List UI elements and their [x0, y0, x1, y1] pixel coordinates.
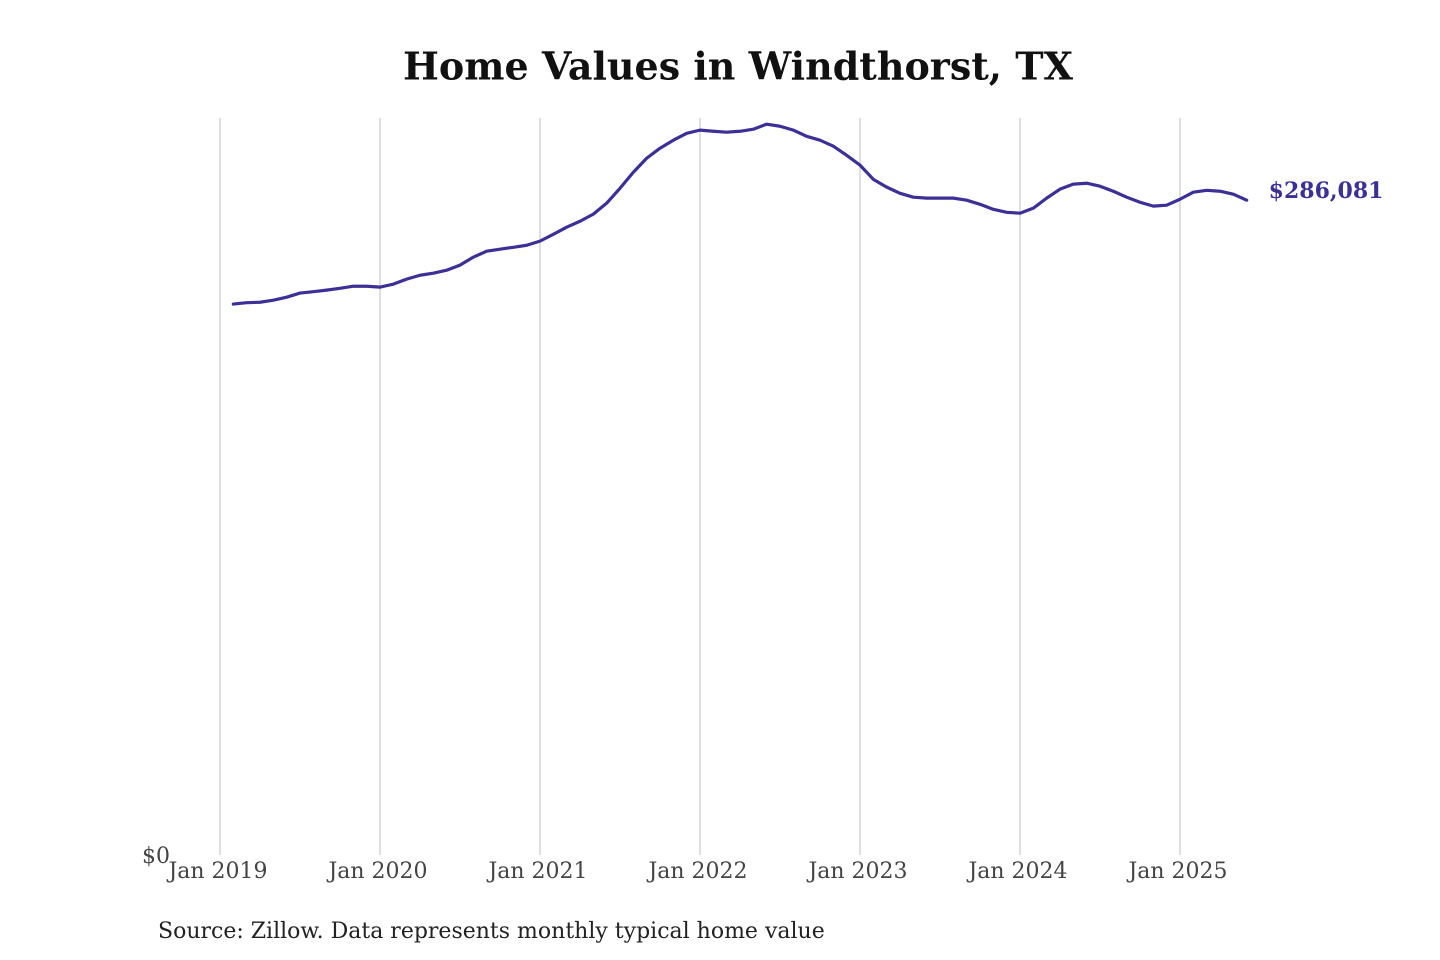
chart-title: Home Values in Windthorst, TX: [403, 44, 1074, 89]
x-tick-label: Jan 2025: [1126, 859, 1227, 884]
x-tick-label: Jan 2020: [326, 859, 427, 884]
x-tick-label: Jan 2019: [166, 859, 267, 884]
x-tick-label: Jan 2022: [646, 859, 747, 884]
x-tick-label: Jan 2024: [966, 859, 1067, 884]
x-tick-label: Jan 2021: [486, 859, 587, 884]
line-series: [231, 122, 1249, 306]
x-tick-label: Jan 2023: [806, 859, 907, 884]
y-tick-label: $0: [142, 844, 170, 869]
value-label: $286,081: [1269, 178, 1384, 204]
source-note: Source: Zillow. Data represents monthly …: [158, 919, 825, 944]
